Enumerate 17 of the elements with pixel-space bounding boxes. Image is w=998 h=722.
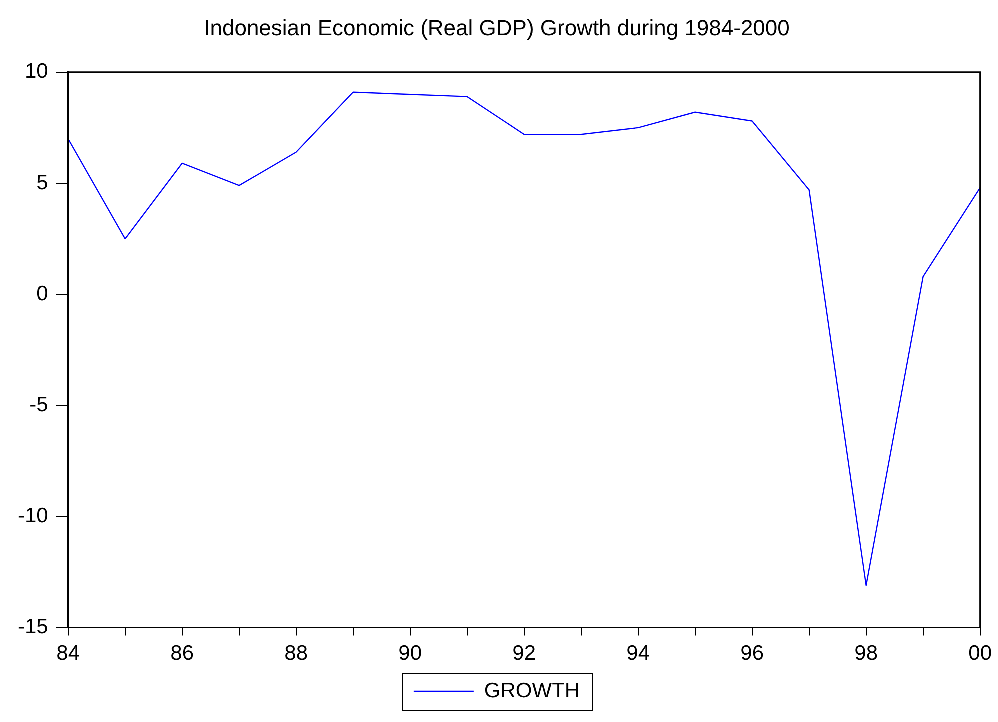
x-tick-label: 96 xyxy=(740,642,764,666)
x-tick-label: 90 xyxy=(398,642,422,666)
y-tick-label: -15 xyxy=(18,616,48,639)
x-tick-label: 00 xyxy=(968,642,992,666)
legend-label: GROWTH xyxy=(484,679,580,702)
y-tick-label: -10 xyxy=(18,504,48,528)
x-tick-label: 86 xyxy=(170,642,194,666)
x-tick-label: 84 xyxy=(56,642,80,666)
y-tick-label: 0 xyxy=(36,282,48,306)
y-tick-label: 10 xyxy=(24,60,48,84)
y-tick-label: -5 xyxy=(30,393,48,416)
y-tick-label: 5 xyxy=(36,171,48,194)
chart-title: Indonesian Economic (Real GDP) Growth during 1984-2000 xyxy=(204,15,790,40)
x-tick-label: 88 xyxy=(284,642,308,666)
x-tick-label: 92 xyxy=(512,642,536,666)
x-tick-label: 94 xyxy=(626,642,650,666)
x-tick-label: 98 xyxy=(854,642,878,666)
